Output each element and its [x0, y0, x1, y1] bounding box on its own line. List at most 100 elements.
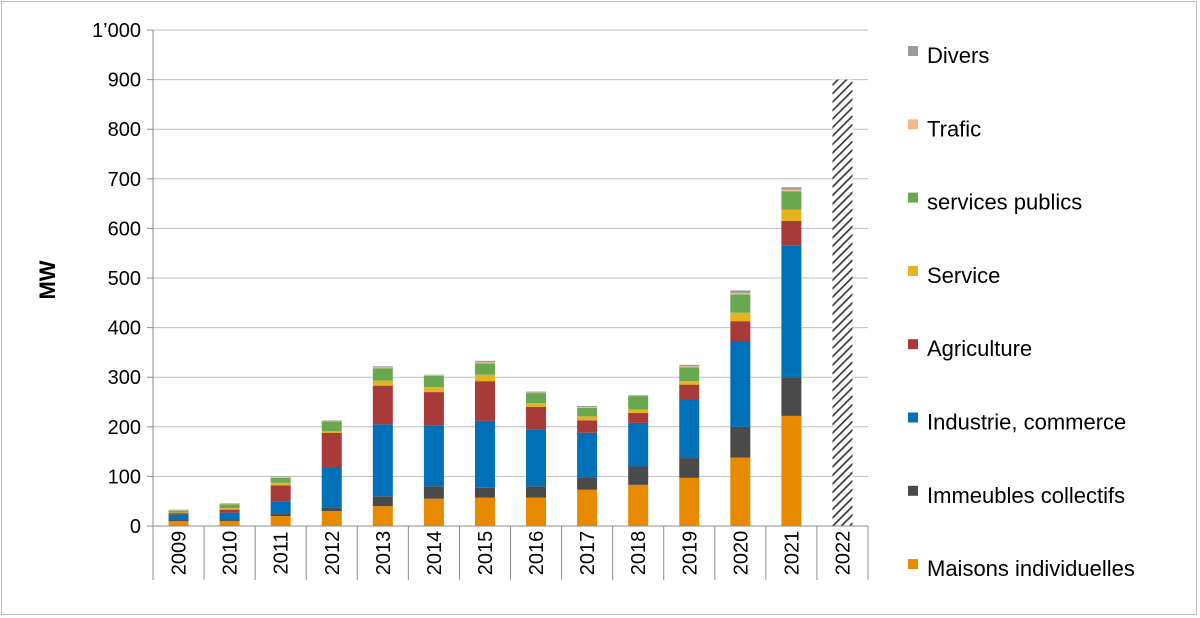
bar-segment: [577, 489, 598, 526]
bar-segment: [730, 312, 751, 322]
legend-label: Service: [927, 263, 1000, 288]
bar-segment: [628, 422, 649, 467]
bar-segment: [423, 387, 444, 393]
bar-segment: [270, 513, 291, 517]
y-tick-label: 300: [108, 367, 141, 389]
bar-segment: [730, 340, 751, 427]
bar-segment: [781, 187, 802, 190]
bar-segment: [219, 508, 240, 510]
y-tick-label: 900: [108, 70, 141, 92]
bar-stacks: [168, 79, 853, 526]
legend-swatch: [908, 265, 918, 276]
legend-swatch: [908, 119, 918, 130]
bar-segment: [577, 406, 598, 408]
y-tick-label: 700: [108, 169, 141, 191]
bar-segment: [372, 380, 393, 386]
bar-segment: [474, 360, 495, 363]
legend-swatch: [908, 412, 918, 423]
x-tick-label: 2011: [271, 531, 293, 574]
bar-segment: [628, 466, 649, 485]
bar-segment: [423, 498, 444, 526]
legend-label: Maisons individuelles: [927, 556, 1135, 581]
bar-segment: [526, 406, 547, 430]
bar-segment: [474, 497, 495, 526]
legend-swatch: [908, 192, 918, 203]
x-tick-label: 2009: [169, 531, 191, 576]
placeholder-bar: [832, 79, 853, 526]
y-axis-label: MW: [35, 260, 60, 299]
bar-segment: [577, 477, 598, 490]
bar-segment: [321, 421, 342, 432]
bar-segment: [219, 512, 240, 521]
bar-segment: [730, 426, 751, 458]
bar-segment: [474, 487, 495, 498]
bar-segment: [628, 412, 649, 423]
bar-segment: [372, 368, 393, 381]
bar-segment: [730, 321, 751, 341]
bar-segment: [474, 420, 495, 488]
y-tick-label: 100: [108, 466, 141, 488]
x-tick-label: 2022: [832, 531, 854, 576]
bar-segment: [679, 477, 700, 526]
bar-segment: [781, 415, 802, 526]
x-tick-label: 2014: [424, 531, 446, 576]
x-tick-label: 2013: [373, 531, 395, 576]
legend-label: Industrie, commerce: [927, 410, 1126, 435]
bar-segment: [423, 375, 444, 388]
bar-segment: [577, 407, 598, 417]
x-tick-label: 2015: [475, 531, 497, 576]
bar-segment: [781, 191, 802, 210]
bar-segment: [219, 520, 240, 522]
bar-segment: [628, 409, 649, 413]
bar-segment: [219, 509, 240, 513]
bar-segment: [679, 381, 700, 385]
bar-segment: [679, 399, 700, 459]
bar-segment: [321, 431, 342, 433]
bar-segment: [526, 429, 547, 487]
x-tick-label: 2010: [220, 531, 242, 576]
bar-segment: [474, 362, 495, 364]
bar-segment: [270, 477, 291, 483]
bar-segment: [168, 514, 189, 520]
bar-segment: [474, 381, 495, 421]
legend-label: services publics: [927, 190, 1082, 215]
bar-segment: [270, 485, 291, 502]
bar-segment: [679, 366, 700, 368]
bar-segment: [423, 486, 444, 499]
bar-segment: [321, 432, 342, 468]
bar-segment: [168, 513, 189, 515]
bar-segment: [781, 220, 802, 246]
x-tick-label: 2016: [526, 531, 548, 576]
legend-label: Trafic: [927, 116, 981, 141]
y-tick-label: 0: [130, 516, 141, 538]
x-tick-label: 2019: [679, 531, 701, 576]
legend-label: Immeubles collectifs: [927, 483, 1125, 508]
bar-segment: [577, 416, 598, 421]
legend-label: Agriculture: [927, 336, 1032, 361]
bar-segment: [372, 424, 393, 497]
bar-segment: [526, 402, 547, 407]
bar-segment: [168, 521, 189, 526]
bar-segment: [781, 377, 802, 416]
bar-segment: [628, 484, 649, 526]
bar-segment: [679, 364, 700, 367]
y-tick-label: 1’000: [92, 20, 141, 42]
bar-segment: [577, 405, 598, 407]
bar-segment: [628, 396, 649, 410]
bar-segment: [577, 432, 598, 478]
bar-segment: [781, 209, 802, 221]
y-tick-label: 200: [108, 417, 141, 439]
legend-label: Divers: [927, 43, 989, 68]
bar-segment: [321, 467, 342, 508]
bar-segment: [168, 510, 189, 513]
bar-segment: [372, 367, 393, 369]
y-tick-label: 800: [108, 119, 141, 141]
x-tick-label: 2012: [322, 531, 344, 576]
legend: Divers Trafic services publics Service Agric…: [908, 43, 1135, 581]
legend-swatch: [908, 485, 918, 496]
bar-segment: [781, 189, 802, 192]
bar-segment: [372, 496, 393, 507]
bar-segment: [526, 391, 547, 393]
y-tick-label: 400: [108, 318, 141, 340]
